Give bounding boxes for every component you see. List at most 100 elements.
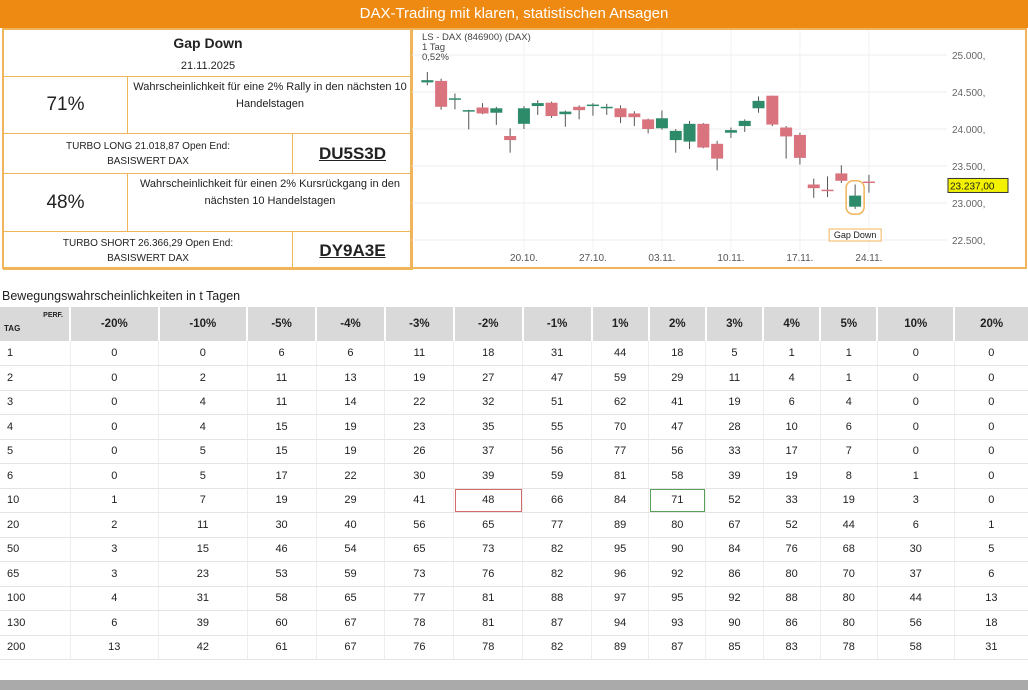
table-cell: 19 [705, 390, 764, 415]
table-row: 100 4 31 58 65 77 81 88 97 95 92 88 80 44 13 [0, 586, 1028, 611]
turbo-long-code-cell: DU5S3D [292, 133, 413, 174]
table-cell: 19 [315, 414, 385, 440]
turbo-long-code-link[interactable]: DU5S3D [318, 143, 387, 163]
last-price-box [947, 177, 1009, 193]
table-cell: 23 [158, 561, 248, 587]
table-cell: 54 [315, 537, 385, 562]
table-cell: 14 [315, 390, 385, 415]
table-cell: 1 [69, 488, 159, 513]
table-cell: 48 [453, 488, 523, 513]
table-cell: 28 [705, 414, 764, 440]
table-cell: 81 [453, 610, 523, 636]
table-cell: 0 [953, 439, 1028, 464]
table-cell: 0 [953, 463, 1028, 489]
table-cell: 58 [876, 635, 955, 660]
table-cell: 3 [876, 488, 955, 513]
table-cell: 4 [69, 586, 159, 611]
table-cell: 97 [591, 586, 649, 611]
chart-interval: 1 Tag [422, 42, 446, 53]
table-cell: 19 [384, 365, 454, 391]
table-cell: 42 [158, 635, 248, 660]
table-cell: 6 [69, 610, 159, 636]
row-tag: 50 [0, 537, 70, 562]
table-cell: 94 [591, 610, 649, 636]
table-cell: 1 [953, 512, 1028, 538]
candle-body [517, 108, 530, 124]
table-cell: 59 [522, 463, 592, 489]
table-row: 2 0 2 11 13 19 27 47 59 29 11 4 1 0 0 [0, 365, 1028, 391]
probability-table: TAG PERF. -20% -10% -5% -4% -3% -2% -1% 1% 2% 3% 4… [0, 307, 1028, 660]
row-tag: 20 [0, 512, 70, 538]
table-cell: 56 [522, 439, 592, 464]
row-tag: 10 [0, 488, 70, 513]
table-cell: 86 [762, 610, 821, 636]
candle-body [821, 189, 834, 192]
table-row: 20 2 11 30 40 56 65 77 89 80 67 52 44 6 1 [0, 512, 1028, 538]
table-cell: 44 [876, 586, 955, 611]
candle-body [711, 143, 724, 159]
table-cell: 90 [648, 537, 706, 562]
table-cell: 92 [648, 561, 706, 587]
candle-body [504, 136, 517, 141]
table-cell: 85 [705, 635, 764, 660]
column-header: -20% [69, 307, 159, 341]
row-tag: 6 [0, 463, 70, 489]
table-cell: 73 [384, 561, 454, 587]
gap-down-annotation: Gap Down [834, 230, 877, 240]
candlestick-chart[interactable]: 25.000, 24.500, 24.000, 23.500, 23.000, 22.50… [412, 30, 1025, 267]
table-cell: 62 [591, 390, 649, 415]
table-cell: 39 [453, 463, 523, 489]
candle-body [462, 110, 475, 112]
x-tick-label: 17.11. [786, 253, 813, 264]
candle-body [448, 98, 461, 100]
table-cell: 0 [69, 463, 159, 489]
table-cell: 67 [315, 635, 385, 660]
table-cell: 35 [453, 414, 523, 440]
y-tick-label: 23.500, [952, 162, 985, 173]
table-cell: 70 [591, 414, 649, 440]
table-cell: 93 [648, 610, 706, 636]
row-tag: 200 [0, 635, 70, 660]
x-tick-label: 03.11. [648, 253, 675, 264]
table-cell: 0 [876, 341, 955, 366]
table-cell: 78 [384, 610, 454, 636]
candle-body [573, 106, 586, 111]
candle-body [476, 107, 489, 114]
table-cell: 88 [762, 586, 821, 611]
chart-change: 0,52% [422, 52, 449, 63]
table-row: 5 0 5 15 19 26 37 56 77 56 33 17 7 0 0 [0, 439, 1028, 464]
candle-body [724, 130, 737, 133]
table-cell: 22 [315, 463, 385, 489]
column-header: -3% [383, 307, 454, 341]
y-tick-label: 24.500, [952, 88, 985, 99]
table-cell: 1 [819, 365, 878, 391]
y-tick-label: 22.500, [952, 236, 985, 247]
table-cell: 5 [705, 341, 764, 366]
table-cell: 5 [158, 463, 248, 489]
table-cell: 84 [705, 537, 764, 562]
tag-header: TAG [4, 324, 21, 333]
column-header: -5% [246, 307, 317, 341]
table-row: 3 0 4 11 14 22 32 51 62 41 19 6 4 0 0 [0, 390, 1028, 415]
chart-title: LS - DAX (846900) (DAX) [422, 32, 531, 43]
table-cell: 1 [819, 341, 878, 366]
table-row: 10 1 7 19 29 41 48 66 84 71 52 33 19 3 0 [0, 488, 1028, 513]
table-cell: 65 [384, 537, 454, 562]
table-cell: 37 [453, 439, 523, 464]
table-cell: 89 [591, 512, 649, 538]
table-cell: 82 [522, 635, 592, 660]
table-cell: 15 [246, 439, 317, 464]
table-cell: 89 [591, 635, 649, 660]
table-cell: 67 [315, 610, 385, 636]
x-tick-label: 24.11. [855, 253, 882, 264]
column-header: 2% [647, 307, 706, 341]
candle-body [835, 173, 848, 181]
table-cell: 47 [522, 365, 592, 391]
turbo-short-code-link[interactable]: DY9A3E [319, 240, 386, 260]
table-cell: 87 [648, 635, 706, 660]
signal-title-box: Gap Down 21.11.2025 [3, 29, 413, 77]
table-cell: 76 [453, 561, 523, 587]
gap-down-label-box [828, 228, 882, 242]
table-row: 50 3 15 46 54 65 73 82 95 90 84 76 68 30 5 [0, 537, 1028, 562]
table-cell: 82 [522, 561, 592, 587]
